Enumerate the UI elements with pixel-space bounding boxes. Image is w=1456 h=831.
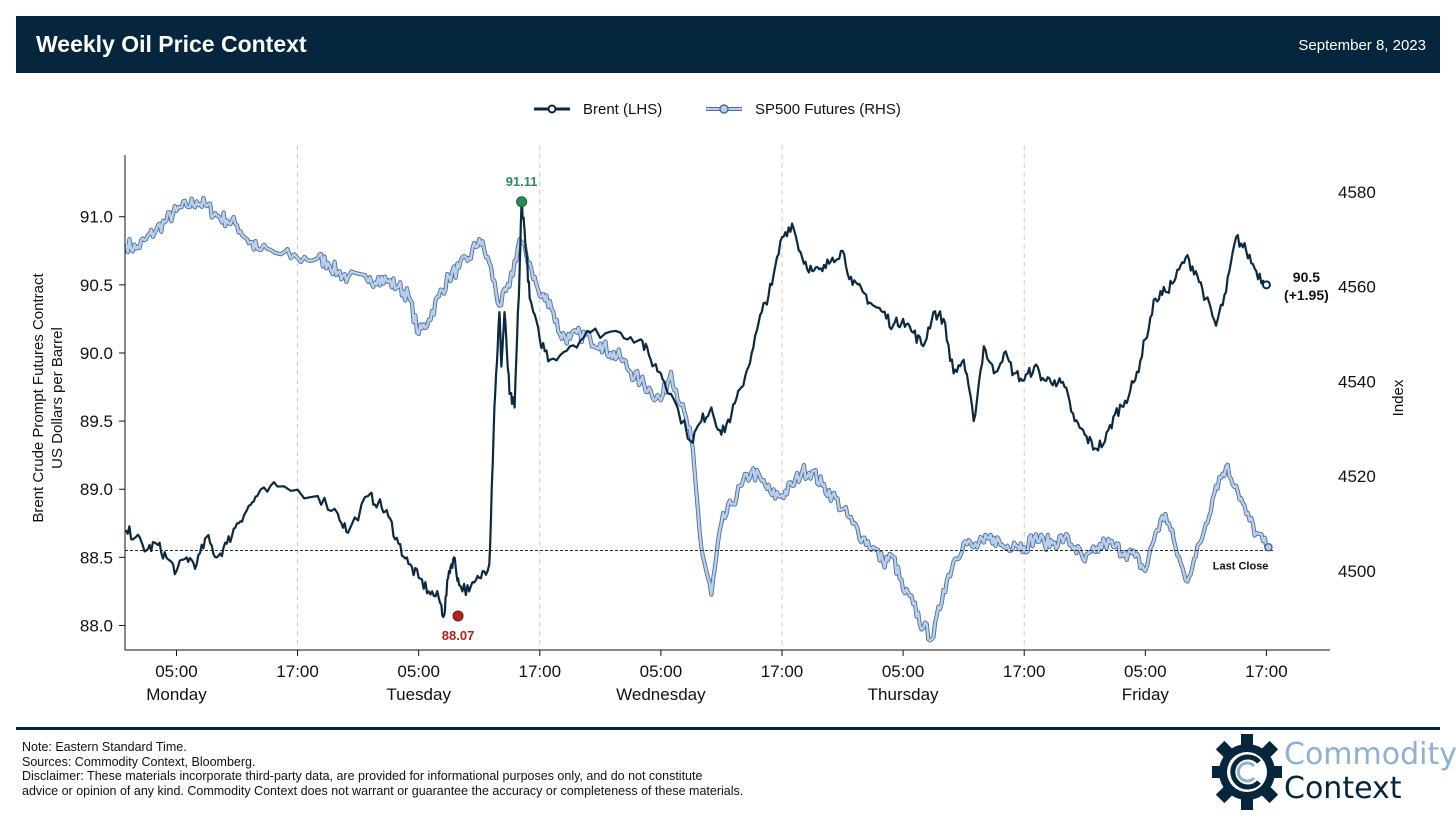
legend: Brent (LHS) SP500 Futures (RHS) [534,101,901,118]
x-tick-time-label: 05:00 [397,662,440,681]
report-date: September 8, 2023 [1298,37,1426,54]
left-tick-label: 90.5 [80,276,113,295]
x-tick-time-label: 05:00 [882,662,925,681]
axes-layer: 88.0 88.5 89.0 89.5 90.0 90.5 91.0 4500 4520 4540… [30,155,1407,704]
footer-sources: Sources: Commodity Context, Bloomberg. [22,754,256,769]
annotation-layer: Last Close 91.11 88.07 90.5 (+1.95) [125,174,1329,643]
x-tick-time-label: 17:00 [276,662,319,681]
brent-series-layer [125,200,1268,619]
left-axis-title-line2: US Dollars per Barrel [49,327,66,469]
legend-sp500-marker [719,104,729,114]
right-tick-label: 4560 [1338,278,1376,297]
brent-last-value: 90.5 [1293,269,1320,285]
left-tick-label: 89.5 [80,412,113,431]
x-tick-day-label: Tuesday [386,685,451,704]
left-tick-label: 91.0 [80,208,113,227]
right-tick-label: 4540 [1338,372,1376,391]
x-tick-time-label: 05:00 [1124,662,1167,681]
legend-brent-label: Brent (LHS) [583,101,662,118]
right-tick-label: 4500 [1338,562,1376,581]
logo-word-context: Context [1284,771,1402,806]
right-tick-label: 4520 [1338,467,1376,486]
logo-word-commodity: Commodity [1284,737,1456,772]
low-label: 88.07 [442,628,475,643]
sp500-series-line [124,196,1268,642]
right-tick-label: 4580 [1338,183,1376,202]
legend-sp500-label: SP500 Futures (RHS) [755,101,901,118]
x-tick-time-label: 17:00 [761,662,804,681]
page-title: Weekly Oil Price Context [36,31,307,57]
brent-series-line [125,200,1268,619]
gear-c-logo-icon [1212,734,1282,810]
x-tick-time-label: 17:00 [1245,662,1288,681]
footer-disclaimer-line2: advice or opinion of any kind. Commodity… [22,783,744,798]
sp500-end-marker [1264,542,1273,552]
left-tick-label: 88.0 [80,616,113,635]
left-tick-label: 88.5 [80,548,113,567]
grid-layer [297,145,1025,650]
high-label: 91.11 [506,174,538,189]
header-banner: Weekly Oil Price Context September 8, 20… [16,16,1440,73]
footer-disclaimer-line1: Disclaimer: These materials incorporate … [22,769,703,783]
brent-end-marker [1261,280,1271,290]
last-close-label: Last Close [1213,561,1269,573]
x-tick-time-label: 17:00 [1003,662,1046,681]
commodity-context-logo: Commodity Context [1212,734,1456,810]
left-tick-label: 90.0 [80,344,113,363]
x-tick-time-label: 05:00 [640,662,683,681]
footer-note: Note: Eastern Standard Time. [22,740,187,754]
sp500-series-layer [123,195,1269,643]
high-marker [516,196,528,208]
x-tick-time-label: 05:00 [155,662,198,681]
x-tick-day-label: Friday [1122,685,1170,704]
legend-brent-marker [547,104,557,114]
low-marker [452,610,464,622]
right-axis-title: Index [1390,379,1407,416]
x-tick-day-label: Thursday [868,685,939,704]
footer-notes: Note: Eastern Standard Time. Sources: Co… [22,740,743,798]
oil-price-chart: 88.0 88.5 89.0 89.5 90.0 90.5 91.0 4500 4520 4540… [30,101,1407,704]
sp500-series-outline [123,195,1269,643]
brent-change-label: (+1.95) [1284,287,1329,303]
x-tick-day-label: Monday [146,685,207,704]
x-tick-time-label: 17:00 [519,662,562,681]
left-tick-label: 89.0 [80,480,113,499]
left-axis-title-line1: Brent Crude Prompt Futures Contract [30,273,47,523]
footer-divider [16,727,1440,730]
x-tick-day-label: Wednesday [616,685,706,704]
